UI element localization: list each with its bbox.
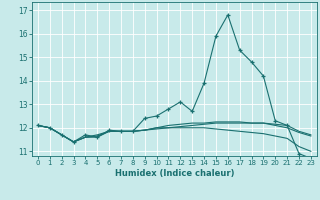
X-axis label: Humidex (Indice chaleur): Humidex (Indice chaleur) bbox=[115, 169, 234, 178]
